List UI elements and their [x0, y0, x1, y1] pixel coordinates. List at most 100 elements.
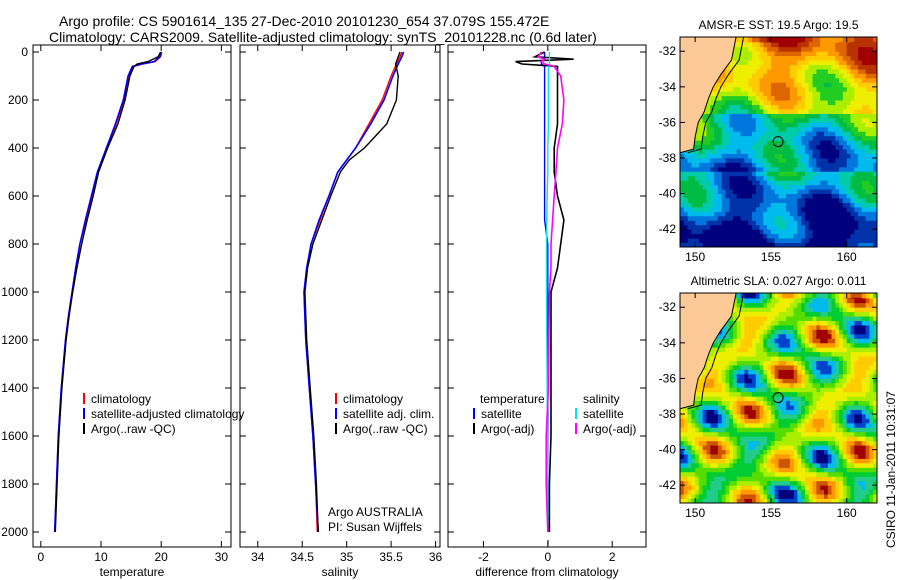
map-frame	[679, 36, 878, 248]
map-cell	[858, 51, 863, 57]
map-cell	[698, 162, 704, 168]
map-cell	[721, 73, 726, 79]
map-cell	[763, 202, 768, 208]
map-cell	[744, 494, 749, 499]
map-cell	[733, 342, 738, 348]
map-cell	[687, 431, 692, 437]
map-cell	[733, 347, 738, 353]
map-cell	[858, 171, 863, 177]
map-cell	[824, 360, 829, 366]
map-cell	[755, 144, 760, 150]
map-cell	[805, 82, 810, 88]
map-cell	[774, 113, 779, 119]
map-cell	[850, 454, 855, 459]
map-cell	[850, 242, 855, 248]
map-cell	[854, 471, 859, 477]
map-cell	[763, 51, 768, 57]
map-cell	[744, 211, 749, 217]
map-cell	[767, 175, 772, 181]
map-cell	[805, 162, 810, 168]
map-cell	[850, 409, 855, 415]
map-cell	[721, 175, 726, 181]
map-cell	[755, 338, 760, 344]
map-cell	[710, 440, 715, 446]
map-cell	[789, 77, 795, 83]
map-cell	[725, 356, 730, 362]
map-cell	[835, 311, 840, 317]
map-cell	[774, 400, 779, 406]
map-cell	[725, 342, 730, 348]
map-cell	[774, 369, 779, 375]
map-cell	[861, 46, 866, 52]
map-cell	[774, 463, 779, 468]
map-cell	[824, 476, 829, 482]
map-cell	[839, 329, 844, 335]
map-cell	[759, 298, 764, 304]
map-cell	[740, 427, 745, 433]
map-cell	[820, 454, 825, 459]
map-cell	[683, 153, 688, 159]
map-cell	[824, 302, 829, 308]
map-cell	[835, 471, 840, 477]
map-cell	[680, 485, 685, 491]
map-cell	[801, 427, 806, 433]
map-cell	[831, 391, 836, 397]
map-cell	[827, 374, 832, 379]
map-cell	[729, 180, 734, 186]
map-cell	[736, 329, 741, 335]
map-cell	[725, 391, 730, 397]
map-cell	[861, 109, 866, 114]
map-cell	[763, 220, 768, 226]
map-cell	[755, 215, 760, 221]
map-cell	[782, 489, 787, 495]
map-cell	[812, 207, 817, 212]
map-cell	[839, 215, 844, 221]
map-cell	[850, 498, 855, 504]
map-cell	[854, 64, 859, 70]
map-cell	[782, 325, 787, 330]
map-cell	[846, 427, 851, 433]
map-cell	[725, 333, 730, 339]
map-cell	[786, 449, 791, 455]
map-cell	[846, 220, 851, 226]
map-cell	[755, 418, 760, 424]
map-cell	[748, 166, 753, 172]
map-cell	[740, 463, 745, 468]
map-cell	[846, 382, 851, 388]
map-cell	[812, 351, 817, 357]
map-cell	[755, 414, 760, 419]
map-cell	[717, 387, 723, 393]
map-cell	[778, 387, 783, 393]
map-cell	[767, 378, 772, 384]
map-cell	[687, 242, 692, 248]
map-cell	[873, 118, 878, 123]
annotation-text: PI: Susan Wijffels	[328, 520, 422, 534]
map-cell	[759, 131, 764, 137]
x-tick-label: 35.5	[379, 550, 403, 564]
map-cell	[729, 382, 734, 388]
map-cell	[858, 293, 863, 298]
map-cell	[801, 405, 806, 410]
map-cell	[835, 302, 840, 308]
map-cell	[710, 189, 715, 195]
map-cell	[744, 422, 749, 428]
map-cell	[786, 158, 791, 163]
map-cell	[801, 166, 806, 172]
map-cell	[767, 55, 772, 61]
map-cell	[827, 471, 832, 477]
map-cell	[752, 91, 757, 97]
map-cell	[793, 374, 798, 379]
map-cell	[865, 211, 870, 217]
map-cell	[786, 162, 791, 168]
map-cell	[733, 140, 738, 146]
map-cell	[710, 360, 715, 366]
map-cell	[736, 485, 741, 491]
map-cell	[824, 131, 829, 137]
map-cell	[725, 489, 730, 495]
map-cell	[789, 458, 795, 464]
map-cell	[805, 418, 810, 424]
map-cell	[839, 418, 844, 424]
map-cell	[725, 382, 730, 388]
map-cell	[702, 445, 707, 451]
map-cell	[805, 302, 810, 308]
